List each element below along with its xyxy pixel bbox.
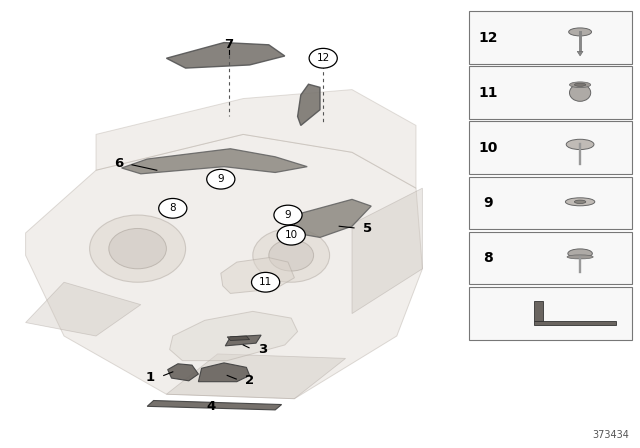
FancyBboxPatch shape [469,121,632,174]
Polygon shape [298,84,320,125]
Ellipse shape [569,28,591,36]
Ellipse shape [567,255,593,259]
Text: 8: 8 [170,203,176,213]
Polygon shape [168,364,198,381]
Polygon shape [198,363,250,382]
Ellipse shape [570,82,591,88]
Text: 9: 9 [483,196,493,210]
Text: 9: 9 [218,174,224,184]
Polygon shape [166,354,346,399]
Circle shape [252,272,280,292]
Text: 10: 10 [479,141,498,155]
Circle shape [269,240,314,271]
Ellipse shape [566,139,594,150]
Polygon shape [166,43,285,68]
Circle shape [253,228,330,282]
Text: 9: 9 [285,210,291,220]
Polygon shape [225,335,261,346]
Text: 4: 4 [207,400,216,413]
Polygon shape [534,301,543,321]
Ellipse shape [574,200,586,203]
Text: 8: 8 [483,251,493,265]
Polygon shape [577,52,583,56]
Polygon shape [221,258,294,293]
Ellipse shape [565,198,595,206]
Polygon shape [227,336,250,340]
FancyBboxPatch shape [469,66,632,119]
Text: 2: 2 [245,374,254,388]
Text: 11: 11 [479,86,498,100]
Polygon shape [122,149,307,174]
Text: 10: 10 [285,230,298,240]
Polygon shape [26,282,141,336]
Polygon shape [170,311,298,361]
Circle shape [274,205,302,225]
Polygon shape [96,90,416,188]
Circle shape [207,169,235,189]
Text: 373434: 373434 [592,430,629,440]
Text: 6: 6 [114,157,123,170]
Polygon shape [352,188,422,314]
Ellipse shape [574,83,586,86]
Text: 3: 3 [258,343,267,356]
FancyBboxPatch shape [469,11,632,64]
Circle shape [109,228,166,269]
Text: 7: 7 [225,38,234,52]
Polygon shape [534,321,616,325]
Text: 11: 11 [259,277,272,287]
FancyBboxPatch shape [469,287,632,340]
Circle shape [90,215,186,282]
Polygon shape [294,199,371,237]
Ellipse shape [568,249,593,258]
Circle shape [159,198,187,218]
Circle shape [277,225,305,245]
Text: 1: 1 [146,370,155,384]
Polygon shape [147,401,282,410]
Ellipse shape [570,84,591,101]
Text: 5: 5 [364,222,372,235]
FancyBboxPatch shape [469,177,632,229]
Polygon shape [26,134,422,399]
FancyBboxPatch shape [469,232,632,284]
Text: 12: 12 [317,53,330,63]
Text: 12: 12 [479,30,498,45]
Circle shape [309,48,337,68]
